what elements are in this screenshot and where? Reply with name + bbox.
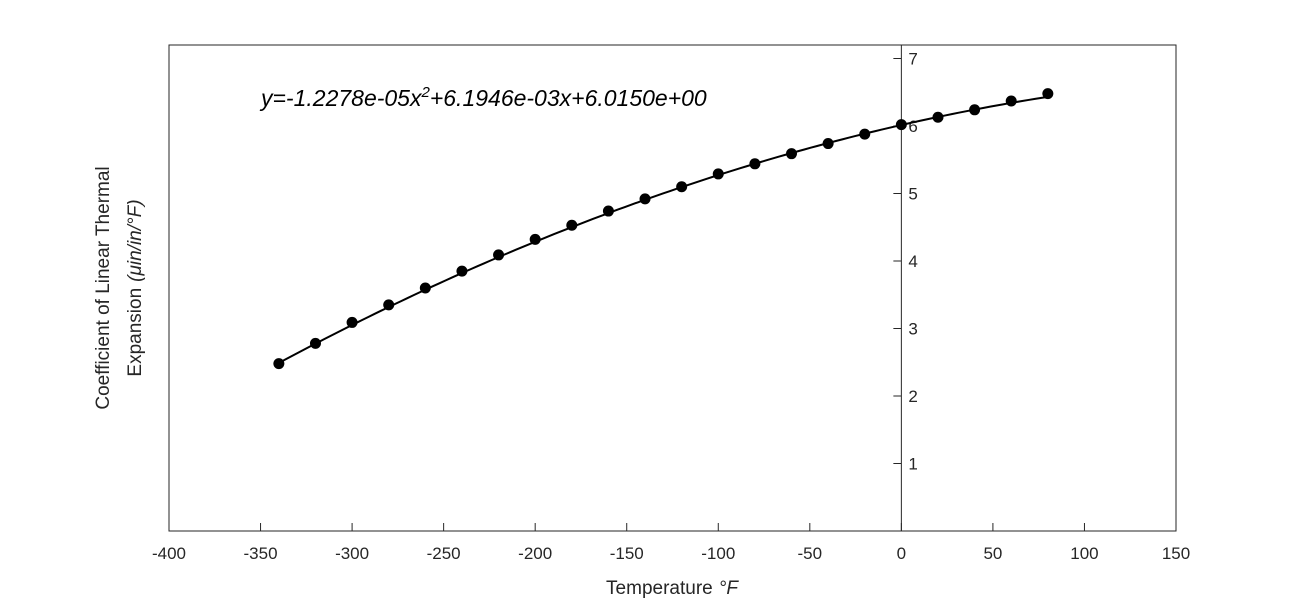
data-point [1042,88,1054,100]
fit-curve [278,95,1048,364]
data-point [383,299,395,311]
fit-equation-annotation: y=-1.2278e-05x2+6.1946e-03x+6.0150e+00 [259,84,707,111]
data-point [895,119,907,131]
x-tick-label: -200 [518,544,552,563]
data-point [749,158,761,170]
data-point [456,265,468,277]
x-tick-label: -150 [610,544,644,563]
x-tick-label: -300 [335,544,369,563]
data-point [786,148,798,160]
y-axis-title-line2-text: Expansion [125,288,146,377]
equation-part-1: y=-1.2278e-05x [259,85,423,111]
data-point [969,104,981,116]
y-axis-title-unit: (μin/in/°F) [125,199,146,281]
data-point [273,358,285,370]
x-tick-label: 100 [1070,544,1098,563]
x-tick-label: 0 [897,544,906,563]
y-axis-ticks: 1 2 3 4 5 6 7 [893,50,918,474]
plot-area-frame [168,44,1177,532]
data-point [822,138,834,150]
x-tick-label: 50 [983,544,1002,563]
x-tick-label: -400 [152,544,186,563]
data-point [529,233,541,245]
y-axis-title: Coefficient of Linear Thermal Expansion (… [93,166,146,409]
y-tick-label: 3 [908,320,917,339]
data-point [566,219,578,231]
data-point [676,181,688,193]
data-point [639,193,651,205]
x-tick-label: -50 [798,544,823,563]
equation-exponent: 2 [420,84,430,101]
y-tick-label: 5 [908,185,917,204]
x-axis-title: Temperature °F [606,578,739,599]
data-point [932,111,944,123]
data-point [346,316,358,328]
x-tick-label: -100 [701,544,735,563]
y-tick-label: 4 [908,252,917,271]
x-axis-title-unit: °F [719,578,740,599]
data-point [859,128,871,140]
x-axis-title-text: Temperature [606,578,713,599]
data-point [712,168,724,180]
y-axis-title-line2: Expansion (μin/in/°F) [125,199,146,376]
data-points [273,88,1054,370]
data-point [419,282,431,294]
data-point [602,205,614,217]
y-tick-label: 6 [908,117,917,136]
data-point [493,249,505,261]
y-axis-title-line1: Coefficient of Linear Thermal [93,166,114,409]
data-point [309,337,321,349]
x-tick-label: 150 [1162,544,1190,563]
y-tick-label: 7 [908,50,917,69]
x-axis-ticks: -400 -350 -300 -250 -200 -150 -100 -50 0 50 100 150 [152,523,1190,563]
y-tick-label: 1 [908,455,917,474]
x-tick-label: -250 [427,544,461,563]
x-tick-label: -350 [244,544,278,563]
equation-part-2: +6.1946e-03x+6.0150e+00 [430,85,707,111]
data-point [1005,95,1017,107]
y-tick-label: 2 [908,387,917,406]
